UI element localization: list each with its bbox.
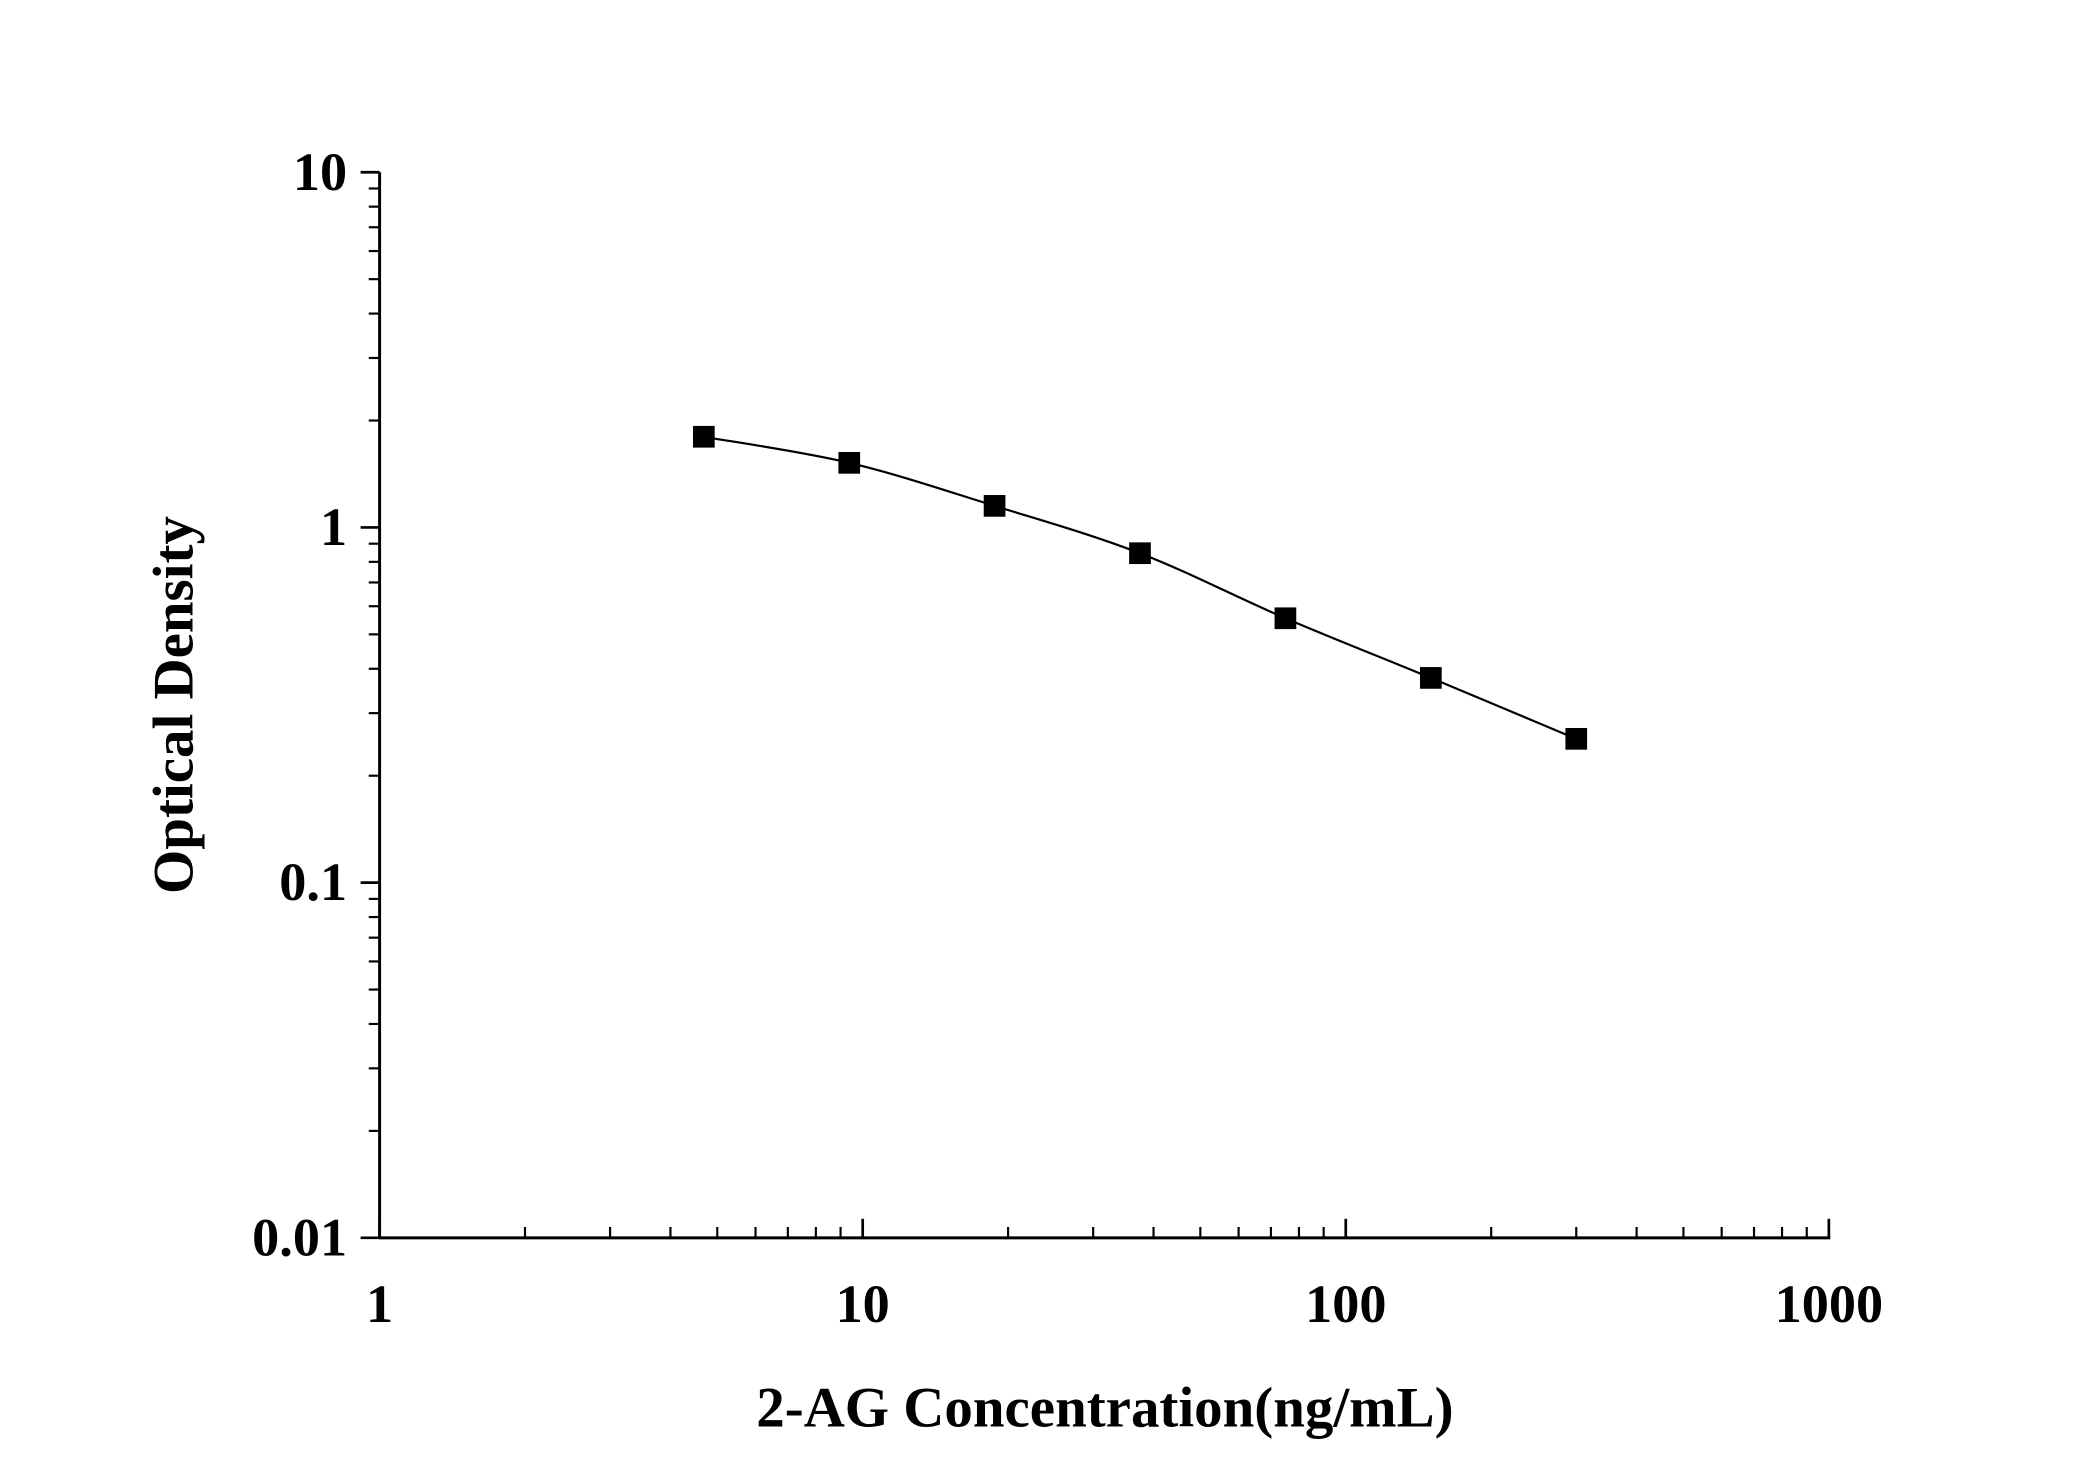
y-tick-label: 10: [293, 142, 347, 202]
y-tick-label: 0.1: [279, 852, 347, 912]
data-point: [1419, 667, 1442, 689]
data-point: [1274, 607, 1297, 630]
x-axis-title: 2-AG Concentration(ng/mL): [756, 1376, 1453, 1439]
y-tick-label: 0.01: [252, 1207, 347, 1267]
axes: [360, 170, 1831, 1240]
fit-curve: [703, 435, 1577, 740]
x-tick-label: 100: [1305, 1274, 1386, 1334]
x-tick-label: 10: [836, 1274, 890, 1334]
x-tick-label: 1000: [1775, 1274, 1883, 1334]
data-point: [1129, 542, 1151, 565]
data-markers: [692, 425, 1588, 750]
data-point: [838, 451, 861, 474]
data-point: [983, 495, 1006, 517]
x-tick-label: 1: [366, 1274, 393, 1334]
tick-labels: 1 10 100 1000 0.01 0.1 1 10: [252, 142, 1883, 1334]
y-axis-title: Optical Density: [143, 516, 206, 894]
data-point: [1565, 727, 1588, 750]
y-tick-label: 1: [320, 497, 347, 557]
data-point: [692, 425, 715, 448]
